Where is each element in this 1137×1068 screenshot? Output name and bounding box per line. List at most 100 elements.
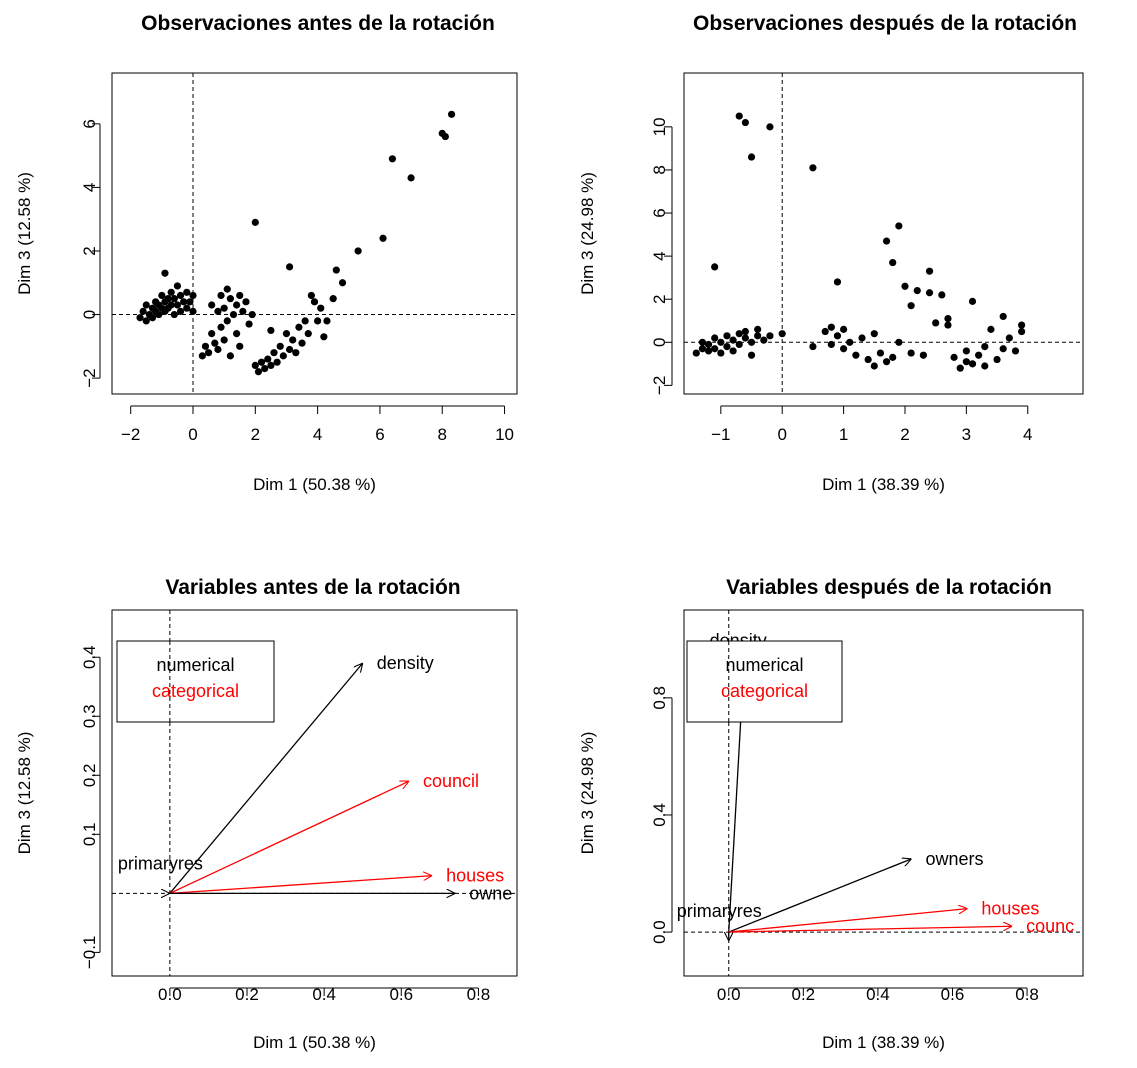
vector-arrow-houses <box>169 876 432 895</box>
data-point <box>276 342 284 350</box>
legend: numerical categorical <box>686 640 843 723</box>
data-point <box>846 338 854 346</box>
data-point <box>717 349 725 357</box>
y-axis-label: Dim 3 (12.58 %) <box>15 732 34 855</box>
data-point <box>208 301 216 309</box>
data-point <box>226 295 234 303</box>
data-point <box>1011 347 1020 355</box>
x-tick-label: −1 <box>711 425 730 444</box>
x-axis-label: Dim 1 (38.39 %) <box>822 475 945 494</box>
data-point <box>692 349 700 357</box>
y-tick-label: −2 <box>80 368 99 387</box>
vector-label-owne: owne <box>469 883 512 903</box>
data-point <box>189 291 197 300</box>
x-tick-label: 4 <box>313 425 322 444</box>
y-tick-label: 0 <box>650 338 669 347</box>
y-axis: −2 0 2 4 6 8 10 <box>650 117 673 395</box>
data-point <box>840 325 848 333</box>
data-point <box>257 358 266 366</box>
x-axis-label: Dim 1 (50.38 %) <box>253 475 376 494</box>
data-point <box>201 342 210 350</box>
data-point <box>999 345 1007 353</box>
data-point <box>167 301 175 309</box>
vector-label-houses: houses <box>446 866 504 886</box>
x-tick-label: 0.2 <box>235 985 259 1004</box>
data-point <box>142 317 150 325</box>
data-point <box>136 314 144 322</box>
data-point <box>251 218 259 226</box>
data-point <box>164 295 172 303</box>
x-tick-label: 6 <box>375 425 384 444</box>
data-point <box>310 298 319 306</box>
data-point <box>741 118 749 127</box>
data-point <box>447 110 456 118</box>
data-point <box>189 307 197 315</box>
data-point <box>285 263 294 271</box>
legend-entry: numerical <box>725 655 803 675</box>
data-point <box>864 355 872 364</box>
data-point <box>155 310 163 319</box>
vector-label-owners: owners <box>925 849 983 869</box>
legend-entry: numerical <box>156 655 234 675</box>
data-point <box>944 314 952 323</box>
data-point <box>317 304 325 312</box>
panel-2: Observaciones después de la rotación −1 0 1… <box>578 12 1084 494</box>
vector-label-density: density <box>377 653 434 673</box>
data-point <box>323 317 331 325</box>
data-point <box>698 338 707 346</box>
data-point <box>870 362 878 370</box>
y-tick-label: 4 <box>650 251 669 260</box>
data-point <box>1018 327 1026 336</box>
data-point <box>161 269 169 277</box>
data-point <box>292 349 300 357</box>
y-axis: −0.1 0.1 0.2 0.3 0.4 <box>80 645 101 969</box>
y-tick-label: 6 <box>650 208 669 217</box>
data-point <box>760 336 768 344</box>
data-point <box>142 301 150 309</box>
data-point <box>833 278 842 286</box>
data-point <box>993 355 1001 364</box>
data-point <box>754 325 762 333</box>
data-point <box>176 307 185 315</box>
y-axis: −2 0 2 4 6 <box>80 119 101 388</box>
data-point <box>158 291 166 300</box>
data-point <box>704 340 713 349</box>
data-point <box>304 330 312 338</box>
data-point <box>214 307 222 315</box>
data-point <box>301 317 309 325</box>
data-point <box>295 323 303 331</box>
x-axis: −1 0 1 2 3 4 <box>711 405 1032 444</box>
data-point <box>809 343 817 351</box>
data-point <box>968 297 977 305</box>
data-point <box>729 336 737 344</box>
x-tick-label: −2 <box>121 425 140 444</box>
data-point <box>944 321 952 329</box>
data-point <box>913 286 921 295</box>
data-point <box>698 345 707 353</box>
plot-frame <box>111 609 518 977</box>
point-layer <box>136 110 456 376</box>
data-point <box>261 364 269 373</box>
data-point <box>251 361 259 369</box>
x-axis-label: Dim 1 (50.38 %) <box>253 1033 376 1052</box>
data-point <box>741 327 749 336</box>
data-point <box>747 338 756 346</box>
x-tick-label: 0.4 <box>312 985 336 1004</box>
data-point <box>282 330 291 338</box>
y-axis-label: Dim 3 (24.98 %) <box>578 172 597 295</box>
data-point <box>938 291 946 299</box>
legend-box <box>116 640 275 723</box>
data-point <box>273 358 281 366</box>
y-axis-label: Dim 3 (12.58 %) <box>15 172 34 295</box>
y-axis: 0.0 0.4 0.8 <box>650 686 673 944</box>
data-point <box>711 345 719 353</box>
data-point <box>220 336 228 344</box>
data-point <box>717 338 725 346</box>
legend-box <box>686 640 843 723</box>
data-point <box>975 351 983 359</box>
data-point <box>148 314 157 322</box>
data-point <box>220 304 228 312</box>
data-point <box>907 349 915 357</box>
data-point <box>747 153 756 161</box>
data-point <box>1018 321 1026 329</box>
